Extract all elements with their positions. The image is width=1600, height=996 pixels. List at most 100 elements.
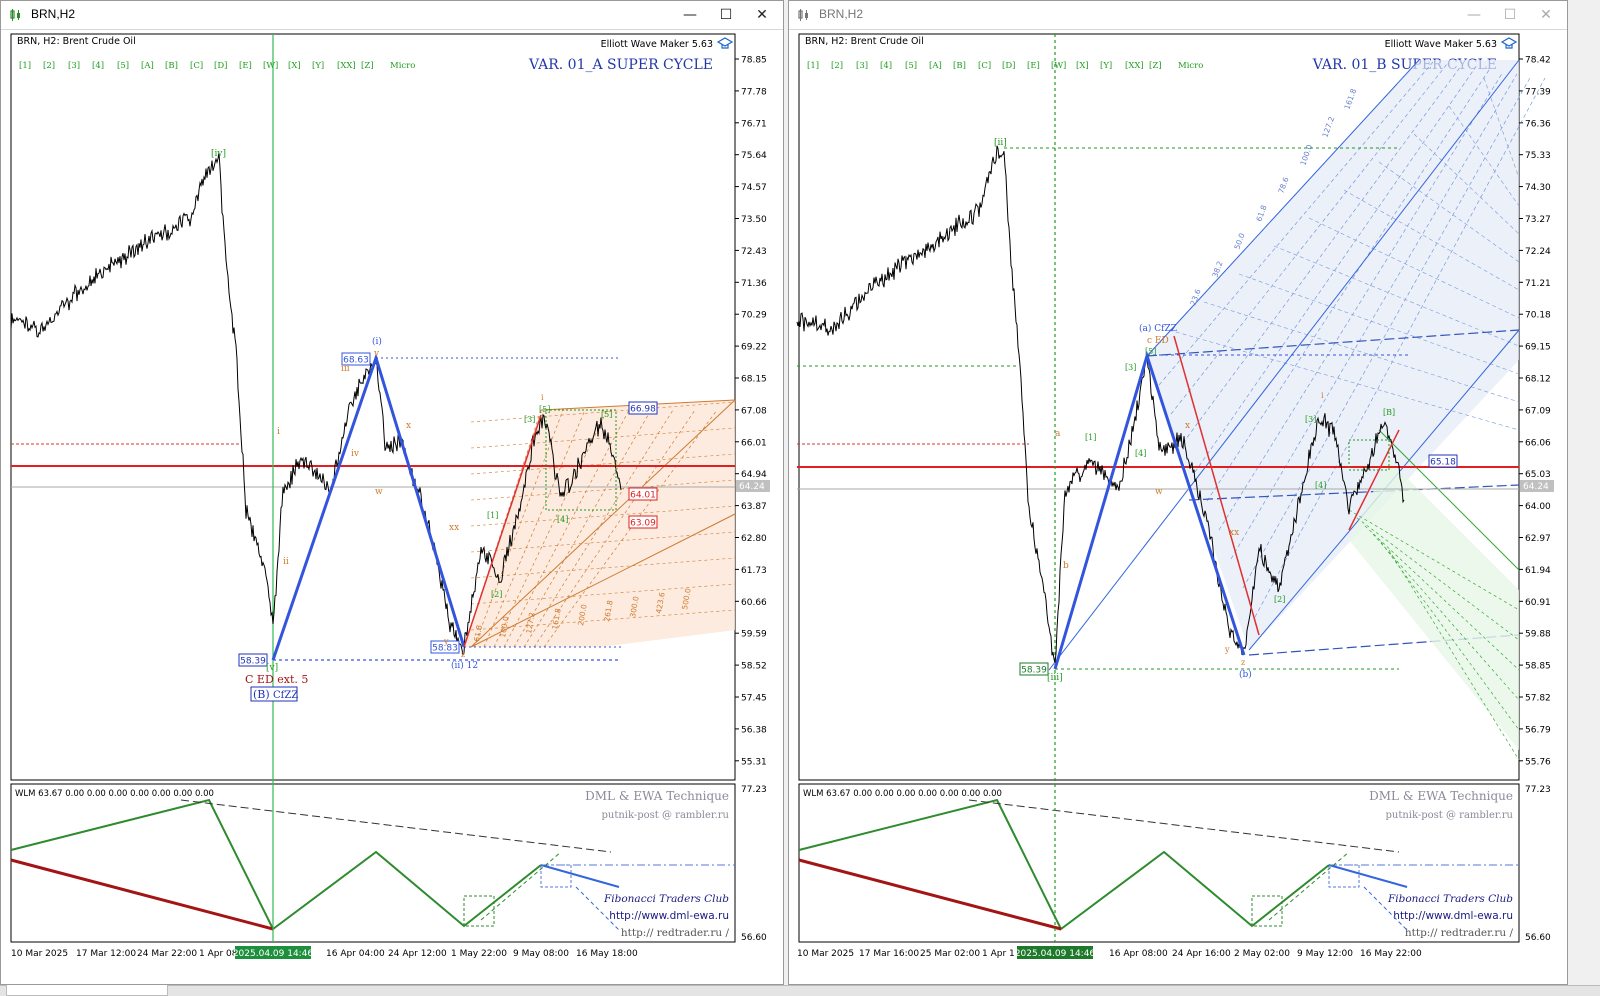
chart-window-right[interactable]: BRN,H2 — ☐ ✕ 78.42 77.39 76.36 75.33 74.30 73… [788, 0, 1568, 985]
close-icon[interactable]: ✕ [1540, 7, 1552, 23]
minimize-icon[interactable]: — [1467, 7, 1481, 23]
time-axis-label: 1 May 22:00 [451, 949, 507, 959]
cursor-time-box [1017, 946, 1093, 959]
oscillator-green-line [798, 798, 1330, 931]
wave-button-7[interactable]: [C] [978, 61, 991, 71]
price-axis-label: 60.66 [741, 598, 767, 608]
wave-label: i [1321, 391, 1324, 400]
wave-button-13[interactable]: [XX] [337, 61, 356, 71]
time-axis-label: 10 Mar 2025 [797, 949, 854, 959]
price-axis-label: 77.78 [741, 87, 767, 97]
wave-button-7[interactable]: [C] [190, 61, 203, 71]
price-axis-label: 65.03 [1525, 470, 1551, 480]
osc-axis-label: 77.23 [741, 785, 767, 795]
wave-button-11[interactable]: [X] [1076, 61, 1089, 71]
price-axis-label: 75.64 [741, 151, 767, 161]
fib-grid-line [523, 409, 674, 648]
wave-button-1[interactable]: [2] [43, 61, 55, 71]
wave-label: [4] [1315, 481, 1326, 490]
osc-axis-label: 77.23 [1525, 785, 1551, 795]
credit-line: putnik-post @ rambler.ru [1385, 810, 1513, 821]
price-axis-label: 55.31 [741, 757, 767, 767]
price-axis-label: 58.52 [741, 662, 767, 672]
chart-tab[interactable] [6, 985, 168, 996]
wave-button-9[interactable]: [E] [1027, 61, 1040, 71]
wave-button-10[interactable]: [W] [263, 61, 278, 71]
fib-grid-line [470, 531, 736, 553]
oscillator-green-line [10, 798, 542, 931]
price-label-low-box [1019, 662, 1049, 676]
wave-button-4[interactable]: [5] [117, 61, 129, 71]
wave-label: [3] [1125, 363, 1136, 372]
wave-button-6[interactable]: [B] [165, 61, 178, 71]
wave-button-1[interactable]: [2] [831, 61, 843, 71]
price-chart[interactable]: 78.85 77.78 76.71 75.64 74.57 73.50 72.43 71.36… [1, 30, 783, 985]
wave-button-8[interactable]: [D] [214, 61, 227, 71]
time-axis-label: 16 Apr 04:00 [326, 949, 385, 959]
wave-zone-box [1348, 439, 1390, 471]
price-label-high-box [341, 352, 371, 366]
wave-button-15[interactable]: Micro [390, 61, 415, 71]
time-axis-label: 16 May 18:00 [576, 949, 638, 959]
wave-button-14[interactable]: [Z] [1149, 61, 1162, 71]
price-chart[interactable]: 78.42 77.39 76.36 75.33 74.30 73.27 72.24 71.21… [789, 30, 1567, 985]
wave-line-blue [1053, 350, 1246, 670]
graduation-cap-icon [1500, 37, 1518, 49]
wave-button-4[interactable]: [5] [905, 61, 917, 71]
wave-button-5[interactable]: [A] [929, 61, 942, 71]
fib-grid-line [1168, 329, 1520, 431]
price-label-mid-right-box [628, 487, 658, 501]
wave-button-0[interactable]: [1] [19, 61, 31, 71]
window-titlebar[interactable]: BRN,H2 — ☐ ✕ [789, 1, 1567, 30]
wave-button-0[interactable]: [1] [807, 61, 819, 71]
price-axis-label: 70.18 [1525, 311, 1551, 321]
wave-label: [3] [1305, 415, 1316, 424]
wave-button-5[interactable]: [A] [141, 61, 154, 71]
wave-button-10[interactable]: [W] [1051, 61, 1066, 71]
price-axis-label: 69.15 [1525, 343, 1551, 353]
maximize-icon[interactable]: ☐ [1503, 7, 1517, 23]
wave-button-12[interactable]: [Y] [1100, 61, 1112, 71]
wave-button-3[interactable]: [4] [880, 61, 892, 71]
wave-button-13[interactable]: [XX] [1125, 61, 1144, 71]
wave-button-6[interactable]: [B] [953, 61, 966, 71]
wave-label: [1] [1085, 433, 1096, 442]
symbol-header: BRN, H2: Brent Crude Oil [805, 36, 924, 47]
wave-label-c-ed: C ED ext. 5 [245, 673, 308, 686]
oscillator-red-line [798, 858, 1062, 931]
window-titlebar[interactable]: BRN,H2 — ☐ ✕ [1, 1, 783, 30]
wave-label: i [277, 427, 280, 437]
minimize-icon[interactable]: — [683, 7, 697, 23]
fib-grid-line [1413, 133, 1520, 235]
chart-window-left[interactable]: BRN,H2 — ☐ ✕ 78.85 77.78 76.71 75.64 74.57 73… [0, 0, 784, 985]
oscillator-dash-line [968, 799, 1400, 853]
candlestick-icon [798, 9, 808, 21]
wave-label: x [1185, 421, 1190, 431]
graduation-cap-icon [716, 37, 734, 49]
fib-grid-line [470, 453, 736, 475]
wave-button-2[interactable]: [3] [68, 61, 80, 71]
price-axis-label: 60.91 [1525, 598, 1551, 608]
wave-button-2[interactable]: [3] [856, 61, 868, 71]
fib-level-label: 161.8 [550, 607, 563, 630]
close-icon[interactable]: ✕ [756, 7, 768, 23]
wave-label-a-cfzz: (a) CfZZ [1139, 323, 1177, 334]
indicator-name: Elliott Wave Maker 5.63 [601, 39, 713, 50]
wave-button-9[interactable]: [E] [239, 61, 252, 71]
fib-grid-line [503, 409, 630, 648]
wave-button-8[interactable]: [D] [1002, 61, 1015, 71]
maximize-icon[interactable]: ☐ [719, 7, 733, 23]
wave-button-15[interactable]: Micro [1178, 61, 1203, 71]
price-label-top-right-box [628, 401, 658, 415]
wave-button-3[interactable]: [4] [92, 61, 104, 71]
wave-button-12[interactable]: [Y] [312, 61, 324, 71]
time-axis-label: 16 May 22:00 [1360, 949, 1422, 959]
wave-button-11[interactable]: [X] [288, 61, 301, 71]
fib-grid-line [470, 479, 736, 501]
window-title: BRN,H2 [31, 7, 76, 21]
price-axis-label: 78.85 [741, 56, 767, 66]
oscillator-blue-line [1328, 864, 1408, 888]
wave-button-14[interactable]: [Z] [361, 61, 374, 71]
credit-line: putnik-post @ rambler.ru [601, 810, 729, 821]
wave-box [250, 686, 298, 702]
